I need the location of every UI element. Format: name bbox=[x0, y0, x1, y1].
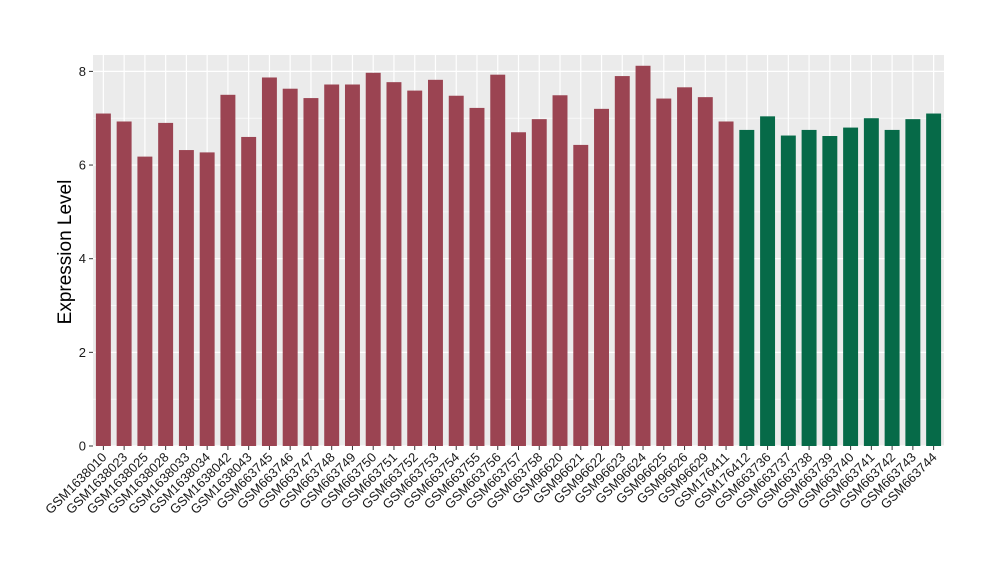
bar-GSM663738 bbox=[801, 129, 817, 447]
bar-GSM663754 bbox=[448, 95, 464, 447]
bar-GSM1638033 bbox=[178, 150, 194, 446]
bar-GSM663752 bbox=[407, 90, 423, 446]
y-tick-label: 0 bbox=[79, 439, 86, 454]
bar-GSM663740 bbox=[843, 127, 859, 446]
bar-GSM663742 bbox=[884, 129, 900, 447]
y-tick-label: 4 bbox=[79, 251, 86, 266]
bar-GSM663753 bbox=[428, 79, 443, 446]
bar-GSM663755 bbox=[469, 107, 485, 446]
bar-GSM176411 bbox=[718, 121, 734, 447]
bar-GSM663741 bbox=[863, 118, 879, 446]
bars bbox=[95, 65, 942, 447]
y-axis-title: Expression Level bbox=[55, 180, 76, 325]
bar-GSM96629 bbox=[697, 97, 713, 446]
bar-GSM663751 bbox=[386, 82, 402, 446]
bar-GSM96624 bbox=[635, 65, 651, 447]
bar-GSM1638028 bbox=[158, 122, 174, 447]
bar-GSM1638042 bbox=[220, 94, 236, 447]
bar-GSM663748 bbox=[324, 84, 340, 446]
bar-GSM663758 bbox=[531, 119, 547, 447]
bar-GSM1638034 bbox=[199, 152, 215, 446]
y-tick-label: 2 bbox=[79, 345, 86, 360]
x-axis: GSM1638010GSM1638023GSM1638025GSM1638028… bbox=[42, 446, 940, 517]
bar-GSM663757 bbox=[511, 132, 526, 446]
y-axis: 0 2 4 6 8 bbox=[79, 64, 93, 454]
bar-GSM663756 bbox=[490, 74, 506, 447]
bar-GSM663749 bbox=[344, 84, 360, 446]
bar-GSM663750 bbox=[365, 72, 381, 446]
bar-GSM96626 bbox=[677, 87, 693, 446]
bar-GSM96625 bbox=[656, 98, 672, 447]
bar-GSM663747 bbox=[303, 98, 319, 446]
bar-GSM663745 bbox=[261, 77, 277, 446]
bar-GSM96620 bbox=[552, 95, 568, 447]
bar-GSM1638023 bbox=[116, 121, 132, 447]
bar-GSM663737 bbox=[780, 135, 796, 447]
y-tick-label: 6 bbox=[79, 158, 86, 173]
bar-GSM663744 bbox=[926, 113, 942, 446]
bar-GSM1638025 bbox=[137, 156, 153, 447]
bar-GSM1638010 bbox=[95, 113, 111, 446]
bar-GSM663739 bbox=[822, 136, 838, 446]
bar-GSM1638043 bbox=[241, 136, 257, 446]
bar-GSM96622 bbox=[594, 108, 609, 446]
bar-GSM176412 bbox=[739, 129, 755, 447]
bar-GSM96621 bbox=[573, 144, 589, 446]
bar-GSM663743 bbox=[905, 119, 921, 447]
y-tick-label: 8 bbox=[79, 64, 86, 79]
bar-GSM663746 bbox=[282, 88, 298, 447]
bar-GSM96623 bbox=[614, 76, 630, 446]
bar-GSM663736 bbox=[760, 116, 776, 446]
